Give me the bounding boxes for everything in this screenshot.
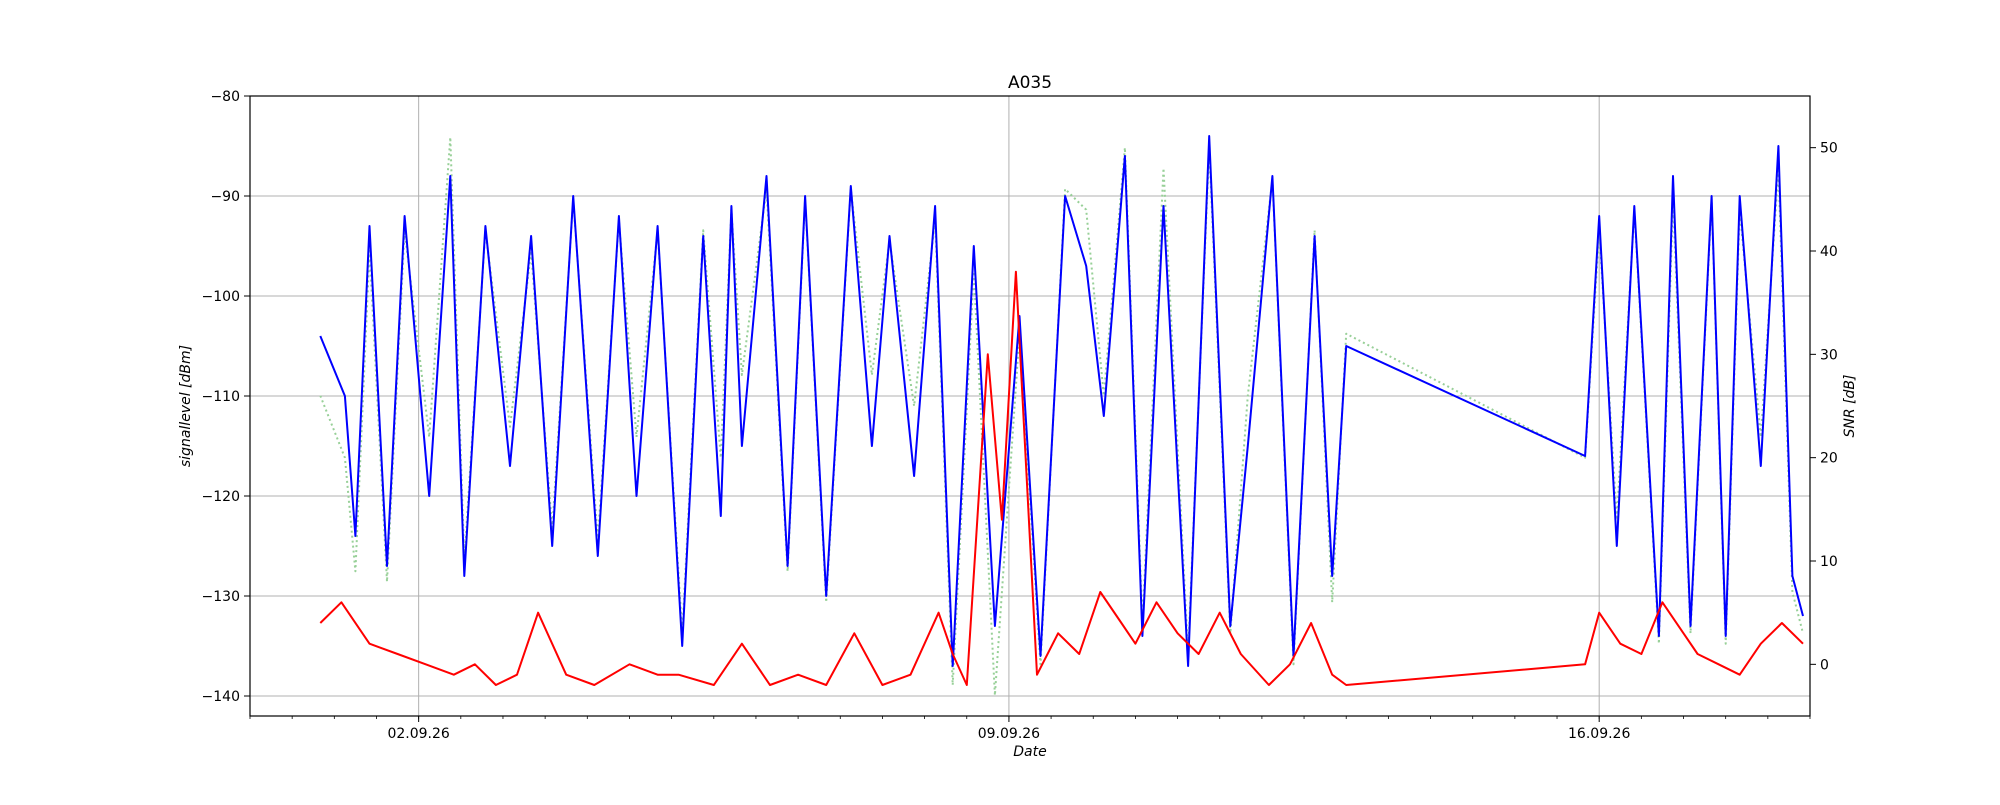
x-tick-label: 16.09.26 (1568, 726, 1630, 742)
plot-frame (249, 95, 1811, 717)
x-tick-label: 02.09.26 (387, 726, 449, 742)
right-tick-label: 0 (1820, 657, 1829, 673)
left-y-axis: −140 −130 −120 −110 −100 −90 −80 (202, 89, 250, 705)
x-axis: 02.09.26 09.09.26 16.09.26 (249, 716, 1811, 742)
left-tick-label: −130 (202, 589, 240, 605)
right-y-axis-label: SNR [dB] (1842, 375, 1858, 438)
left-tick-label: −110 (202, 389, 240, 405)
x-tick-label: 09.09.26 (978, 726, 1040, 742)
right-tick-label: 40 (1820, 244, 1838, 260)
right-tick-label: 50 (1820, 141, 1838, 157)
grid (250, 95, 1810, 716)
signal-level-line (319, 135, 1804, 667)
left-tick-label: −120 (202, 489, 240, 505)
left-tick-label: −90 (210, 189, 240, 205)
right-tick-label: 20 (1820, 451, 1838, 467)
x-axis-label: Date (1013, 744, 1046, 760)
right-y-axis: 0 10 20 30 40 50 (1810, 141, 1838, 673)
series-layer (319, 135, 1804, 697)
left-tick-label: −80 (210, 89, 240, 105)
chart-title: A035 (1008, 73, 1052, 93)
red-series-line (319, 270, 1804, 686)
left-tick-label: −100 (202, 289, 240, 305)
left-y-axis-label: signallevel [dBm] (178, 345, 194, 467)
right-tick-label: 10 (1820, 554, 1838, 570)
left-tick-label: −140 (202, 689, 240, 705)
snr-dotted-line (319, 136, 1804, 697)
right-tick-label: 30 (1820, 347, 1838, 363)
